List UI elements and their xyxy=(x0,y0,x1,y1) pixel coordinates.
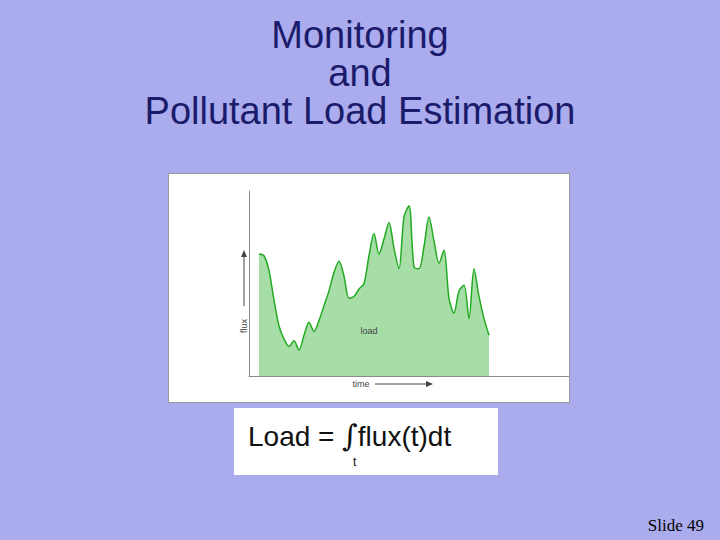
svg-text:flux: flux xyxy=(239,319,249,334)
html-text:Load = ∫ flux(t)dt: Load = ∫ flux(t)dt xyxy=(248,418,452,453)
svg-text:load: load xyxy=(360,326,377,336)
html-text:t: t xyxy=(353,455,357,469)
html-text:Pollutant Load Estimation: Pollutant Load Estimation xyxy=(144,90,576,132)
svg-text:time: time xyxy=(352,379,369,389)
html-text:Monitoring: Monitoring xyxy=(271,14,449,56)
html-text:and: and xyxy=(328,52,392,94)
html-text:Slide 49: Slide 49 xyxy=(647,516,704,535)
